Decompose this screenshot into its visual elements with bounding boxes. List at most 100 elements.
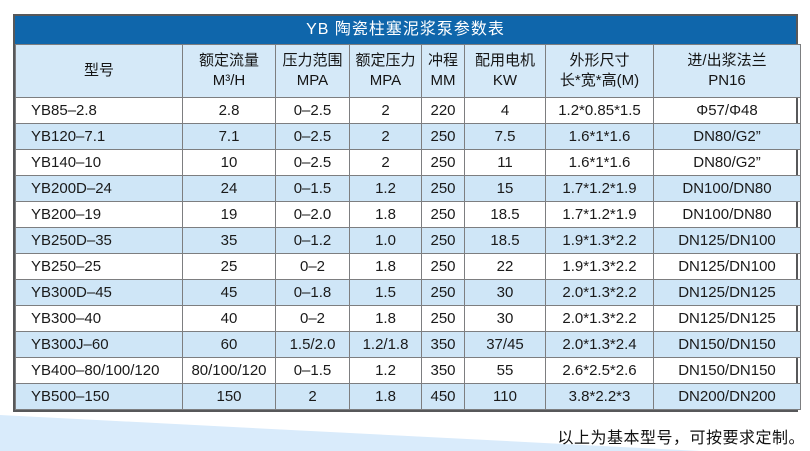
model-cell: YB250D–35 <box>15 227 183 254</box>
value-cell: DN125/DN125 <box>653 305 801 332</box>
table-title: YB 陶瓷柱塞泥浆泵参数表 <box>15 16 796 44</box>
value-cell: 250 <box>421 227 465 254</box>
value-cell: 4 <box>464 97 546 124</box>
value-cell: 250 <box>421 279 465 306</box>
value-cell: 250 <box>421 305 465 332</box>
value-cell: 1.6*1*1.6 <box>545 149 654 176</box>
value-cell: 220 <box>421 97 465 124</box>
value-cell: 2.6*2.5*2.6 <box>545 357 654 384</box>
value-cell: DN125/DN100 <box>653 227 801 254</box>
value-cell: 1.9*1.3*2.2 <box>545 227 654 254</box>
value-cell: 250 <box>421 201 465 228</box>
value-cell: 7.1 <box>182 123 276 150</box>
header-row: 型号 额定流量 M³/H 压力范围 MPA 额定压力 MPA 冲程 MM <box>15 44 801 98</box>
value-cell: 1.2*0.85*1.5 <box>545 97 654 124</box>
value-cell: 1.2 <box>349 357 422 384</box>
value-cell: 10 <box>182 149 276 176</box>
value-cell: 11 <box>464 149 546 176</box>
customization-note: 以上为基本型号，可按要求定制。 <box>557 430 805 447</box>
value-cell: 45 <box>182 279 276 306</box>
value-cell: 2.0*1.3*2.2 <box>545 279 654 306</box>
table-row: YB300J–60 60 1.5/2.0 1.2/1.8 350 37/45 2.0*1.3… <box>15 331 801 358</box>
value-cell: 1.8 <box>349 305 422 332</box>
value-cell: 2.0*1.3*2.2 <box>545 305 654 332</box>
model-cell: YB85–2.8 <box>15 97 183 124</box>
value-cell: 1.5/2.0 <box>275 331 350 358</box>
col-header-dimensions: 外形尺寸 长*宽*高(M) <box>545 44 654 98</box>
value-cell: DN125/DN125 <box>653 279 801 306</box>
table-row: YB500–150 150 2 1.8 450 110 3.8*2.2*3 DN200/DN2… <box>15 383 801 410</box>
value-cell: 0–1.2 <box>275 227 350 254</box>
value-cell: 450 <box>421 383 465 410</box>
value-cell: 1.9*1.3*2.2 <box>545 253 654 280</box>
value-cell: 250 <box>421 253 465 280</box>
value-cell: DN80/G2” <box>653 149 801 176</box>
table-row: YB400–80/100/120 80/100/120 0–1.5 1.2 350 55 2… <box>15 357 801 384</box>
col-header-model: 型号 <box>15 44 183 98</box>
value-cell: 37/45 <box>464 331 546 358</box>
table-row: YB120–7.1 7.1 0–2.5 2 250 7.5 1.6*1*1.6 DN80/G2… <box>15 123 801 150</box>
value-cell: DN100/DN80 <box>653 175 801 202</box>
value-cell: 2.8 <box>182 97 276 124</box>
value-cell: DN150/DN150 <box>653 331 801 358</box>
model-cell: YB250–25 <box>15 253 183 280</box>
value-cell: 19 <box>182 201 276 228</box>
table-row: YB140–10 10 0–2.5 2 250 11 1.6*1*1.6 DN80/G2” <box>15 149 801 176</box>
value-cell: DN200/DN200 <box>653 383 801 410</box>
value-cell: Φ57/Φ48 <box>653 97 801 124</box>
value-cell: 3.8*2.2*3 <box>545 383 654 410</box>
value-cell: 350 <box>421 331 465 358</box>
value-cell: 18.5 <box>464 201 546 228</box>
value-cell: 0–1.5 <box>275 175 350 202</box>
value-cell: 60 <box>182 331 276 358</box>
value-cell: 30 <box>464 305 546 332</box>
value-cell: 1.8 <box>349 253 422 280</box>
table-row: YB200–19 19 0–2.0 1.8 250 18.5 1.7*1.2*1.9 DN10… <box>15 201 801 228</box>
col-header-pressure-range: 压力范围 MPA <box>275 44 350 98</box>
value-cell: 22 <box>464 253 546 280</box>
table-row: YB250D–35 35 0–1.2 1.0 250 18.5 1.9*1.3*2.2 DN1… <box>15 227 801 254</box>
value-cell: 1.6*1*1.6 <box>545 123 654 150</box>
col-header-motor: 配用电机 KW <box>464 44 546 98</box>
value-cell: 40 <box>182 305 276 332</box>
value-cell: 30 <box>464 279 546 306</box>
value-cell: 1.7*1.2*1.9 <box>545 201 654 228</box>
value-cell: 2 <box>349 123 422 150</box>
value-cell: 35 <box>182 227 276 254</box>
value-cell: 1.2 <box>349 175 422 202</box>
value-cell: 2 <box>349 97 422 124</box>
model-cell: YB140–10 <box>15 149 183 176</box>
value-cell: 110 <box>464 383 546 410</box>
value-cell: DN125/DN100 <box>653 253 801 280</box>
value-cell: 15 <box>464 175 546 202</box>
col-header-flange: 进/出浆法兰 PN16 <box>653 44 801 98</box>
spec-table: 型号 额定流量 M³/H 压力范围 MPA 额定压力 MPA 冲程 MM <box>15 44 801 410</box>
model-cell: YB300J–60 <box>15 331 183 358</box>
model-cell: YB200–19 <box>15 201 183 228</box>
value-cell: 0–1.5 <box>275 357 350 384</box>
value-cell: 250 <box>421 149 465 176</box>
value-cell: 250 <box>421 123 465 150</box>
value-cell: 18.5 <box>464 227 546 254</box>
table-row: YB85–2.8 2.8 0–2.5 2 220 4 1.2*0.85*1.5 Φ57/Φ48 <box>15 97 801 124</box>
table-row: YB300D–45 45 0–1.8 1.5 250 30 2.0*1.3*2.2 DN125… <box>15 279 801 306</box>
model-cell: YB120–7.1 <box>15 123 183 150</box>
value-cell: 1.8 <box>349 201 422 228</box>
value-cell: 1.2/1.8 <box>349 331 422 358</box>
model-cell: YB400–80/100/120 <box>15 357 183 384</box>
value-cell: 1.5 <box>349 279 422 306</box>
table-row: YB300–40 40 0–2 1.8 250 30 2.0*1.3*2.2 DN125/DN… <box>15 305 801 332</box>
model-cell: YB500–150 <box>15 383 183 410</box>
table-header: 型号 额定流量 M³/H 压力范围 MPA 额定压力 MPA 冲程 MM <box>15 44 801 98</box>
model-cell: YB300D–45 <box>15 279 183 306</box>
value-cell: 0–2.5 <box>275 123 350 150</box>
value-cell: 150 <box>182 383 276 410</box>
value-cell: 0–2 <box>275 253 350 280</box>
col-header-rated-flow: 额定流量 M³/H <box>182 44 276 98</box>
value-cell: 0–1.8 <box>275 279 350 306</box>
value-cell: DN150/DN150 <box>653 357 801 384</box>
value-cell: DN80/G2” <box>653 123 801 150</box>
table-row: YB200D–24 24 0–1.5 1.2 250 15 1.7*1.2*1.9 DN100… <box>15 175 801 202</box>
value-cell: 2 <box>275 383 350 410</box>
value-cell: 25 <box>182 253 276 280</box>
